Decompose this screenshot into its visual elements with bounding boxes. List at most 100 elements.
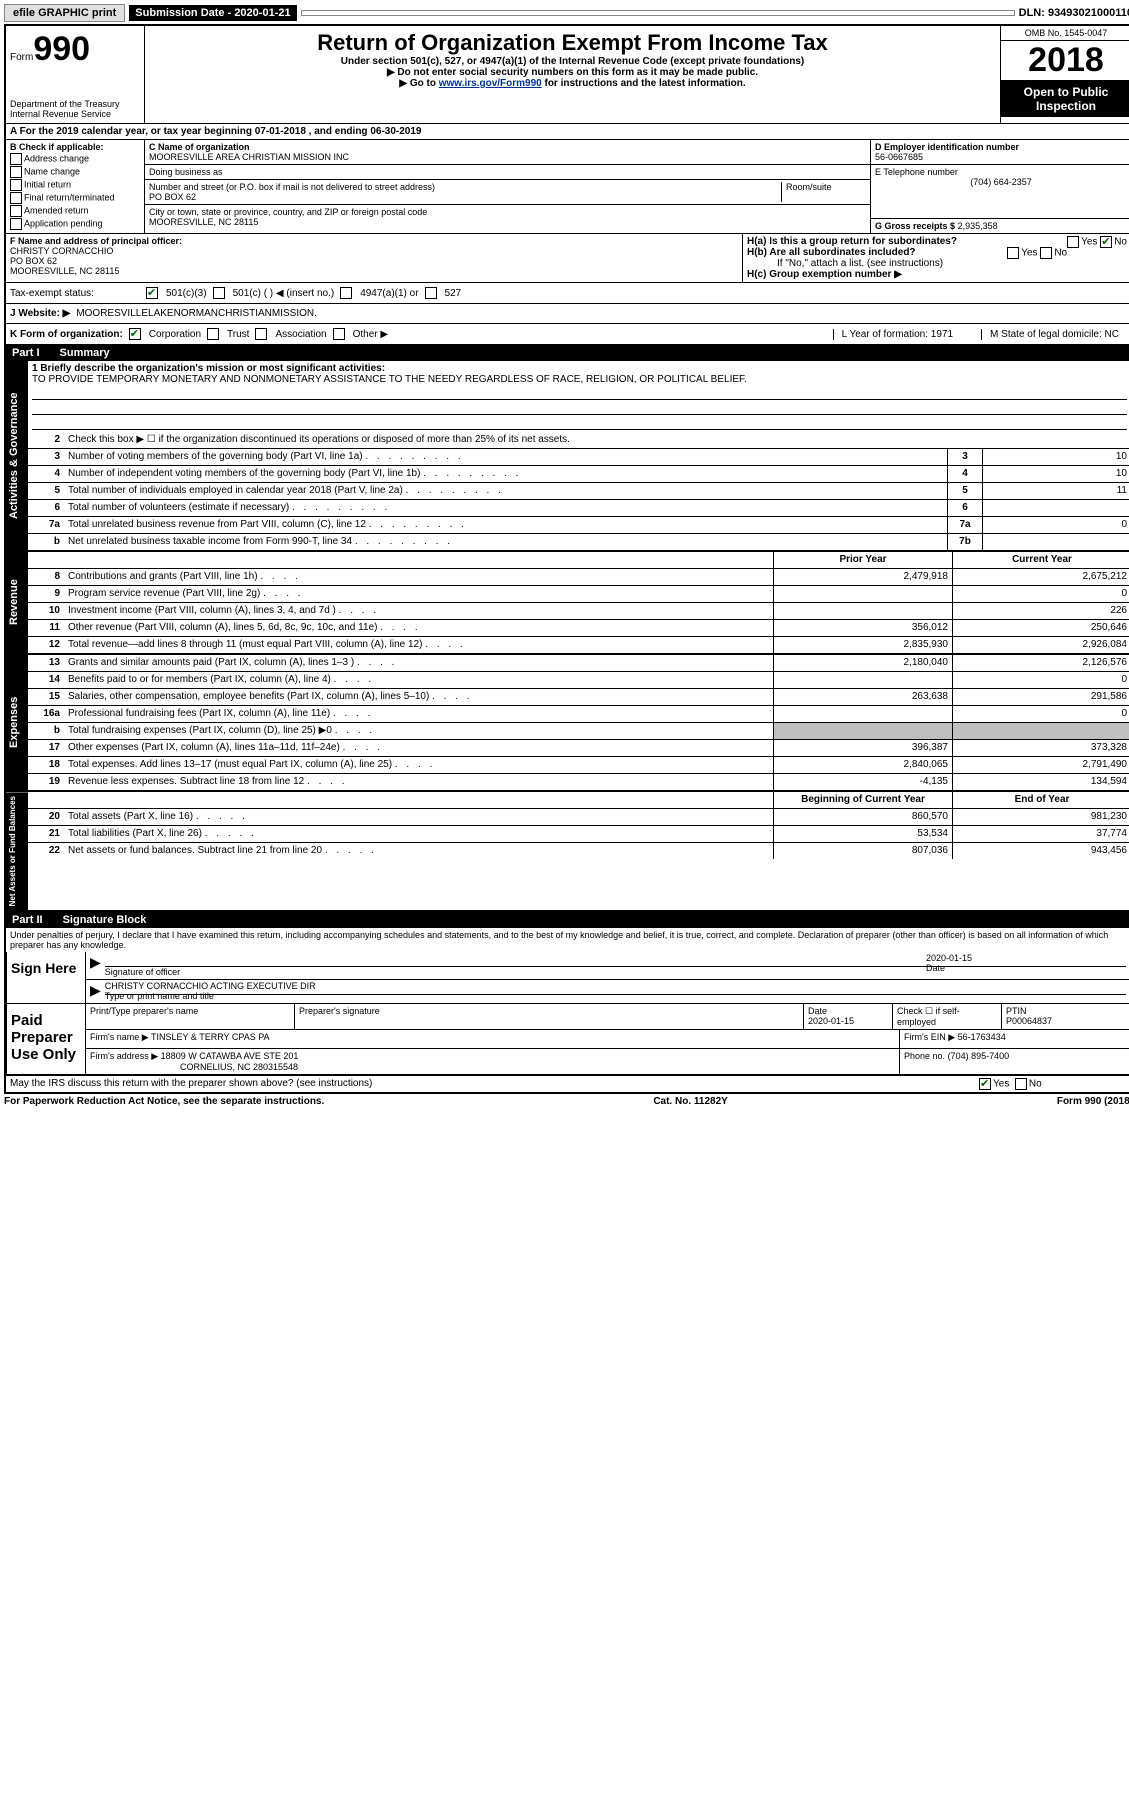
footer-left: For Paperwork Reduction Act Notice, see … — [4, 1096, 324, 1107]
discuss-row: May the IRS discuss this return with the… — [6, 1075, 1129, 1092]
city-value: MOORESVILLE, NC 28115 — [149, 217, 866, 227]
tax-exempt-label: Tax-exempt status: — [10, 288, 140, 299]
rev-line-11: 11 Other revenue (Part VIII, column (A),… — [28, 620, 1129, 637]
prep-date-label: Date — [808, 1006, 827, 1016]
org-name: MOORESVILLE AREA CHRISTIAN MISSION INC — [149, 152, 866, 162]
efile-button[interactable]: efile GRAPHIC print — [4, 4, 125, 22]
check-address[interactable]: Address change — [10, 153, 140, 165]
dba-cell: Doing business as — [145, 165, 870, 180]
room-label: Room/suite — [781, 182, 866, 202]
penalties-text: Under penalties of perjury, I declare th… — [6, 928, 1129, 952]
footer-right: Form 990 (2018) — [1057, 1096, 1129, 1107]
check-527[interactable] — [425, 287, 437, 299]
officer-name: CHRISTY CORNACCHIO — [10, 246, 113, 256]
city-cell: City or town, state or province, country… — [145, 205, 870, 229]
h-a-row: H(a) Is this a group return for subordin… — [747, 236, 1127, 247]
part2-title: Signature Block — [63, 914, 147, 926]
firm-ein-label: Firm's EIN ▶ — [904, 1032, 955, 1042]
net-line-21: 21 Total liabilities (Part X, line 26) .… — [28, 826, 1129, 843]
instructions-link[interactable]: www.irs.gov/Form990 — [439, 78, 542, 89]
h-b-row: H(b) Are all subordinates included? Yes … — [747, 247, 1127, 258]
gov-line-6: 6 Total number of volunteers (estimate i… — [28, 500, 1129, 517]
prep-phone-label: Phone no. — [904, 1051, 945, 1061]
officer-label: F Name and address of principal officer: — [10, 236, 182, 246]
sub3-post: for instructions and the latest informat… — [542, 78, 746, 89]
year-box: OMB No. 1545-0047 2018 Open to Public In… — [1000, 26, 1129, 123]
prior-year-header: Prior Year — [773, 552, 952, 568]
h-note: If "No," attach a list. (see instruction… — [747, 258, 1127, 269]
sign-here-label: Sign Here — [7, 952, 86, 1003]
org-name-label: C Name of organization — [149, 142, 866, 152]
firm-ein: 56-1763434 — [958, 1032, 1006, 1042]
arrow-icon: ▶ — [90, 982, 101, 1001]
check-pending[interactable]: Application pending — [10, 218, 140, 230]
gross-value: 2,935,358 — [958, 221, 998, 231]
self-employed-check[interactable]: Check ☐ if self-employed — [897, 1006, 960, 1027]
netassets-header: Beginning of Current Year End of Year — [28, 792, 1129, 809]
check-501c[interactable] — [213, 287, 225, 299]
mission-label: 1 Briefly describe the organization's mi… — [32, 363, 385, 374]
check-final[interactable]: Final return/terminated — [10, 192, 140, 204]
check-corp[interactable] — [129, 328, 141, 340]
date-label: Date — [926, 963, 945, 973]
k-label: K Form of organization: — [10, 329, 123, 340]
subtitle-2: ▶ Do not enter social security numbers o… — [149, 67, 996, 78]
website-label: J Website: ▶ — [10, 308, 70, 319]
rev-line-12: 12 Total revenue—add lines 8 through 11 … — [28, 637, 1129, 653]
expenses-side-label: Expenses — [6, 655, 28, 790]
tax-year: 2018 — [1001, 41, 1129, 81]
ein-cell: D Employer identification number 56-0667… — [871, 140, 1129, 165]
check-trust[interactable] — [207, 328, 219, 340]
officer-printed-name: CHRISTY CORNACCHIO ACTING EXECUTIVE DIR — [105, 981, 1126, 991]
discuss-text: May the IRS discuss this return with the… — [6, 1076, 977, 1092]
check-initial[interactable]: Initial return — [10, 179, 140, 191]
ein-value: 56-0667685 — [875, 152, 1127, 162]
discuss-no-check[interactable] — [1015, 1078, 1027, 1090]
gov-line-4: 4 Number of independent voting members o… — [28, 466, 1129, 483]
gov-line-3: 3 Number of voting members of the govern… — [28, 449, 1129, 466]
officer-addr1: PO BOX 62 — [10, 256, 57, 266]
gross-cell: G Gross receipts $ 2,935,358 — [871, 219, 1129, 233]
spacer — [301, 10, 1015, 16]
governance-section: Activities & Governance 1 Briefly descri… — [6, 361, 1129, 552]
footer: For Paperwork Reduction Act Notice, see … — [4, 1094, 1129, 1109]
check-name[interactable]: Name change — [10, 166, 140, 178]
discuss-yes-check[interactable] — [979, 1078, 991, 1090]
check-4947[interactable] — [340, 287, 352, 299]
opt-501c3: 501(c)(3) — [166, 288, 207, 299]
open-public: Open to Public Inspection — [1001, 81, 1129, 117]
netassets-side-label: Net Assets or Fund Balances — [6, 792, 28, 910]
end-year-header: End of Year — [952, 792, 1129, 808]
prep-sig-label: Preparer's signature — [299, 1006, 380, 1016]
ptin-value: P00064837 — [1006, 1016, 1052, 1026]
form-id-box: Form990 Department of the Treasury Inter… — [6, 26, 145, 123]
exp-line-15: 15 Salaries, other compensation, employe… — [28, 689, 1129, 706]
sign-here-section: Sign Here ▶ Signature of officer 2020-01… — [6, 952, 1129, 1004]
firm-name-label: Firm's name ▶ — [90, 1032, 149, 1042]
exp-line-19: 19 Revenue less expenses. Subtract line … — [28, 774, 1129, 790]
exp-line-18: 18 Total expenses. Add lines 13–17 (must… — [28, 757, 1129, 774]
tax-exempt-row: Tax-exempt status: 501(c)(3) 501(c) ( ) … — [6, 283, 1129, 304]
check-amended[interactable]: Amended return — [10, 205, 140, 217]
net-line-20: 20 Total assets (Part X, line 16) . . . … — [28, 809, 1129, 826]
part2-num: Part II — [12, 914, 43, 926]
city-label: City or town, state or province, country… — [149, 207, 866, 217]
check-assoc[interactable] — [255, 328, 267, 340]
part1-header: Part I Summary — [6, 345, 1129, 361]
paid-preparer-label: Paid Preparer Use Only — [7, 1004, 86, 1074]
current-year-header: Current Year — [952, 552, 1129, 568]
h-c-row: H(c) Group exemption number ▶ — [747, 269, 1127, 280]
check-other[interactable] — [333, 328, 345, 340]
expenses-section: Expenses 13 Grants and similar amounts p… — [6, 655, 1129, 792]
dept-label: Department of the Treasury Internal Reve… — [10, 99, 140, 119]
check-501c3[interactable] — [146, 287, 158, 299]
opt-4947: 4947(a)(1) or — [360, 288, 418, 299]
mission-text: TO PROVIDE TEMPORARY MONETARY AND NONMON… — [32, 374, 747, 385]
phone-value: (704) 664-2357 — [875, 177, 1127, 187]
submission-date: Submission Date - 2020-01-21 — [129, 5, 296, 21]
form-container: Form990 Department of the Treasury Inter… — [4, 24, 1129, 1094]
netassets-section: Net Assets or Fund Balances Beginning of… — [6, 792, 1129, 912]
phone-cell: E Telephone number (704) 664-2357 — [871, 165, 1129, 219]
form-number: 990 — [33, 30, 90, 68]
main-title: Return of Organization Exempt From Incom… — [149, 30, 996, 56]
